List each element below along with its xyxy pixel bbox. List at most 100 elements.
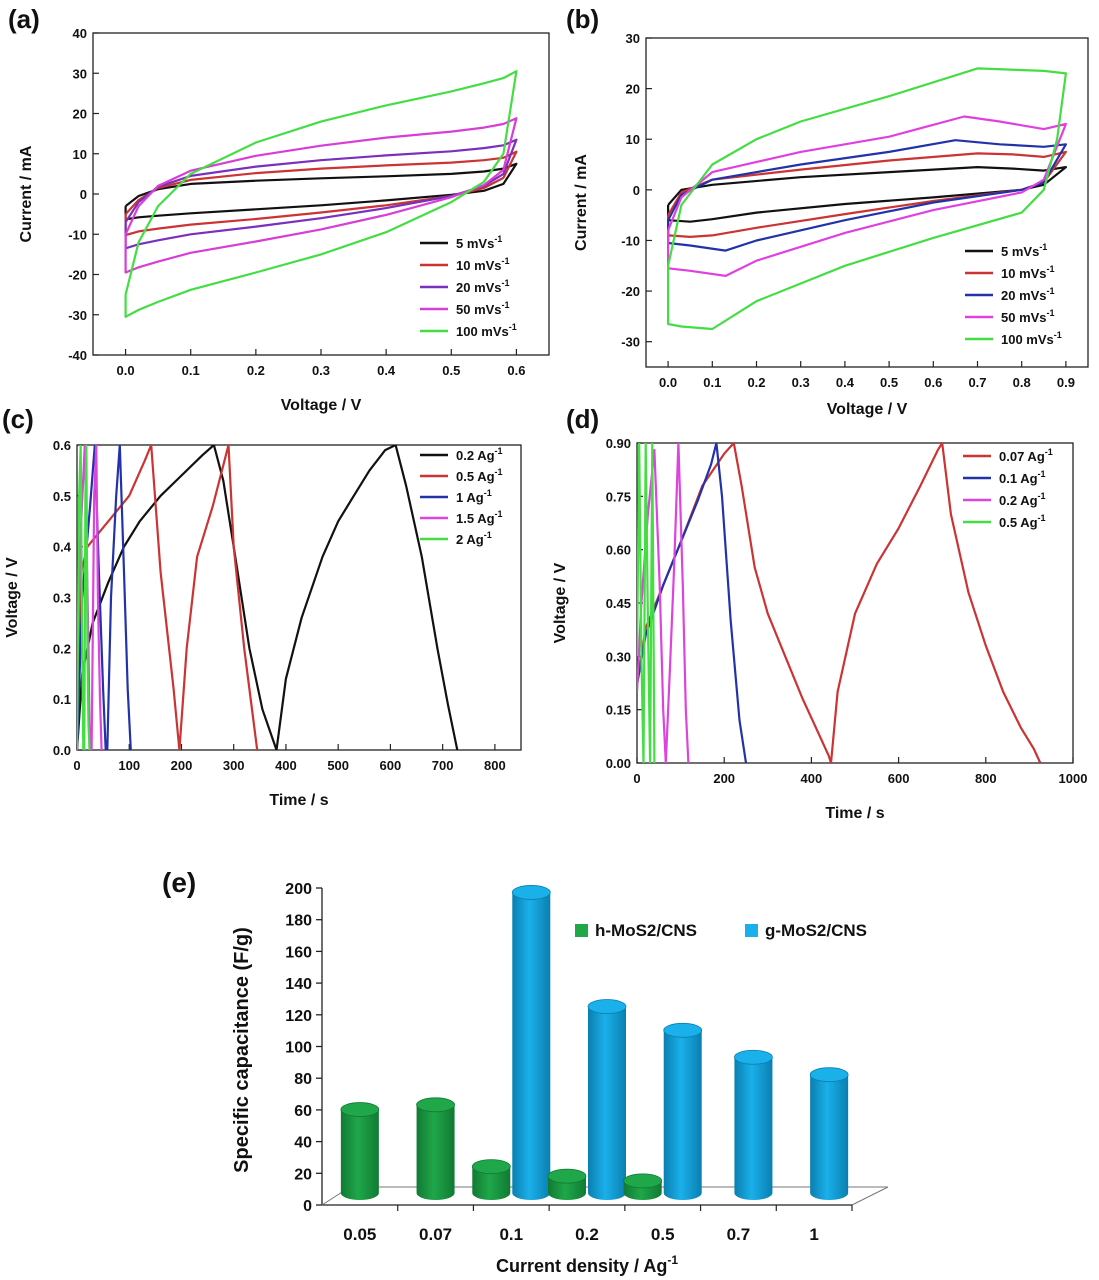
legend-label: 0.07 Ag-1 — [999, 447, 1053, 464]
x-tick-label: 0.0 — [659, 375, 677, 390]
legend-label: 5 mVs-1 — [456, 234, 502, 251]
x-tick-label: 800 — [975, 771, 997, 786]
x-tick-label: 0.4 — [377, 363, 396, 378]
bar-h-4 — [623, 1173, 663, 1200]
series-line-3 — [77, 445, 103, 750]
y-tick-label: 0.60 — [606, 543, 631, 558]
series-line-1 — [77, 445, 259, 750]
x-tick-label: 200 — [171, 758, 193, 773]
y-axis-label: Current / mA — [573, 154, 590, 251]
y-tick-label: 0.45 — [606, 596, 631, 611]
y-tick-label: -10 — [68, 227, 87, 242]
legend-label: 100 mVs-1 — [1001, 330, 1062, 347]
y-tick-label: -30 — [68, 308, 87, 323]
legend-label: 50 mVs-1 — [456, 300, 510, 317]
plot-frame — [645, 37, 1089, 368]
x-tick-label: 0.9 — [1057, 375, 1075, 390]
x-tick-label: 0.7 — [968, 375, 986, 390]
y-tick-label: 30 — [73, 66, 87, 81]
y-tick-label: 0.30 — [606, 649, 631, 664]
panel-e-chart: 0 20 40 60 80 100 120 140 160 180 200 0.05 0.07 0.1 0.… — [231, 881, 889, 1276]
panel-a-chart: 0.0 0.1 0.2 0.3 0.4 0.5 0.6 -40 -30 -20 -10 0 10 20 30… — [18, 26, 550, 414]
y-tick-label: 40 — [294, 1135, 312, 1152]
bar-g-5 — [734, 1049, 773, 1200]
y-tick-label: 0.00 — [606, 756, 631, 771]
legend-label: 10 mVs-1 — [1001, 264, 1055, 281]
series-line-1 — [637, 443, 748, 763]
y-tick-label: 100 — [285, 1040, 312, 1057]
bar-h-1 — [416, 1097, 455, 1200]
x-tick-label: 0.1 — [182, 363, 200, 378]
y-tick-label: 10 — [626, 132, 640, 147]
y-axis-label: Specific capacitance (F/g) — [231, 927, 253, 1173]
series-line-4 — [124, 70, 518, 318]
panel-d-chart: 0 200 400 600 800 1000 0.00 0.15 0.30 0.45 0.60 0.7… — [552, 436, 1087, 822]
y-tick-label: 20 — [626, 82, 640, 97]
x-tick-label: 600 — [888, 771, 910, 786]
panel-label-e: (e) — [162, 867, 196, 898]
legend-label: 0.1 Ag-1 — [999, 469, 1046, 486]
series-line-0 — [77, 445, 459, 750]
series-line-1 — [124, 150, 518, 237]
x-tick-label: 0.5 — [651, 1225, 675, 1244]
y-tick-label: -30 — [621, 335, 640, 350]
x-tick-label: 0.3 — [792, 375, 810, 390]
legend-label: 10 mVs-1 — [456, 256, 510, 273]
y-tick-label: 30 — [626, 31, 640, 46]
legend-label: 5 mVs-1 — [1001, 242, 1047, 259]
x-tick-label: 0.6 — [924, 375, 942, 390]
x-axis-label: Voltage / V — [281, 397, 362, 414]
legend-label: 2 Ag-1 — [456, 530, 492, 547]
y-tick-label: 200 — [285, 881, 312, 898]
legend-label: 50 mVs-1 — [1001, 308, 1055, 325]
y-tick-label: 0.0 — [53, 743, 71, 758]
y-tick-label: 60 — [294, 1103, 312, 1120]
series-line-0 — [667, 166, 1067, 223]
x-tick-label: 700 — [432, 758, 454, 773]
y-axis-label: Current / mA — [18, 145, 35, 242]
x-tick-label: 0.5 — [880, 375, 898, 390]
series-line-3 — [637, 443, 656, 763]
bar-g-6 — [809, 1067, 849, 1200]
series-line-0 — [124, 162, 518, 221]
bar-h-3 — [547, 1168, 587, 1200]
plot-frame — [76, 444, 522, 751]
panel-label-b: (b) — [566, 4, 599, 34]
panel-c-chart: 0 100 200 300 400 500 600 700 800 0.0 0.1 0.2 0.3 0.4… — [4, 438, 522, 809]
x-tick-label: 0.6 — [507, 363, 525, 378]
series-line-2 — [77, 445, 132, 750]
x-tick-label: 0.1 — [499, 1225, 523, 1244]
legend-label: g-MoS2/CNS — [765, 921, 867, 940]
bar-g-2 — [511, 885, 551, 1200]
x-tick-label: 0.0 — [117, 363, 135, 378]
y-axis-label: Voltage / V — [4, 557, 21, 638]
panel-label-c: (c) — [2, 404, 34, 434]
bar-h-0 — [340, 1102, 380, 1200]
x-tick-label: 100 — [118, 758, 140, 773]
y-tick-label: 180 — [285, 913, 312, 930]
y-tick-label: 120 — [285, 1008, 312, 1025]
legend-label: 1.5 Ag-1 — [456, 509, 503, 526]
y-tick-label: 0 — [303, 1198, 312, 1215]
y-tick-label: 0.1 — [53, 692, 71, 707]
series-line-4 — [77, 445, 91, 750]
legend-label: h-MoS2/CNS — [595, 921, 697, 940]
x-tick-label: 0.07 — [419, 1225, 452, 1244]
y-tick-label: 0.2 — [53, 641, 71, 656]
x-tick-label: 0.05 — [343, 1225, 376, 1244]
legend-label: 0.2 Ag-1 — [999, 491, 1046, 508]
x-tick-label: 400 — [801, 771, 823, 786]
x-tick-label: 500 — [327, 758, 349, 773]
bar-g-4 — [663, 1022, 703, 1200]
bar-g-3 — [587, 999, 627, 1200]
series-line-4 — [667, 67, 1067, 331]
x-axis-label: Current density / Ag-1 — [496, 1253, 678, 1276]
y-tick-label: 20 — [294, 1166, 312, 1183]
y-tick-label: 0.15 — [606, 703, 631, 718]
y-tick-label: 0 — [633, 183, 640, 198]
legend-label: 100 mVs-1 — [456, 322, 517, 339]
x-tick-label: 0.2 — [247, 363, 265, 378]
y-axis-label: Voltage / V — [552, 562, 569, 643]
series-line-2 — [124, 138, 518, 250]
